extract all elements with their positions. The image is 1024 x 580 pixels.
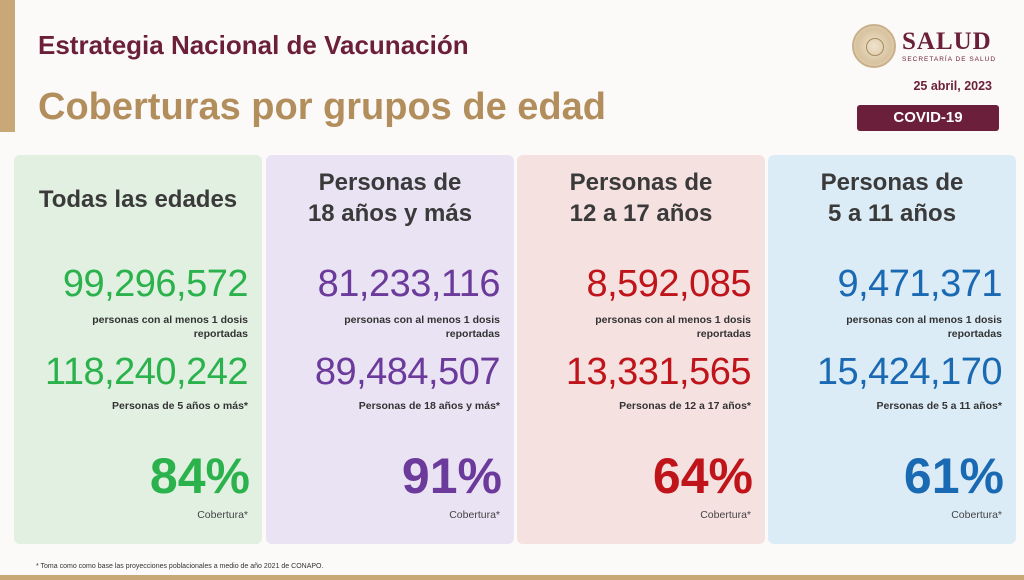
vaccinated-label: personas con al menos 1 dosis reportadas (344, 314, 500, 340)
population-count: 118,240,242 (45, 351, 249, 393)
coverage-percent: 61% (903, 448, 1004, 504)
card-heading-line2: 5 a 11 años (827, 200, 957, 227)
report-date: 25 abril, 2023 (913, 79, 992, 93)
seal-icon (852, 24, 896, 68)
salud-logo: SALUD SECRETARÍA DE SALUD (852, 24, 996, 68)
logo-name: SALUD (902, 28, 992, 55)
population-label: Personas de 12 a 17 años* (619, 400, 751, 412)
coverage-label: Cobertura* (197, 509, 248, 521)
card-12-17: Personas de 12 a 17 años 8,592,085 perso… (517, 155, 765, 544)
population-label: Personas de 18 años y más* (358, 400, 500, 412)
card-18-plus: Personas de 18 años y más 81,233,116 per… (266, 155, 514, 544)
vaccinated-label: personas con al menos 1 dosis reportadas (595, 314, 751, 340)
coverage-label: Cobertura* (700, 509, 751, 521)
population-count: 15,424,170 (816, 351, 1003, 393)
page-subtitle: Coberturas por grupos de edad (38, 86, 606, 128)
card-heading: Personas de (569, 169, 713, 196)
vaccinated-count: 9,471,371 (837, 263, 1002, 305)
vaccinated-count: 8,592,085 (586, 263, 751, 305)
coverage-percent: 91% (401, 448, 502, 504)
card-all-ages: Todas las edades 99,296,572 personas con… (14, 155, 262, 544)
vaccinated-count: 81,233,116 (317, 263, 501, 305)
decorative-bar (0, 0, 15, 132)
decorative-bottom-bar (0, 575, 1024, 580)
vaccinated-label: personas con al menos 1 dosis reportadas (846, 314, 1002, 340)
population-label: Personas de 5 años o más* (112, 400, 248, 412)
card-heading: Personas de (820, 169, 964, 196)
population-label: Personas de 5 a 11 años* (876, 400, 1003, 412)
footnote: * Toma como como base las proyecciones p… (36, 563, 324, 570)
card-heading-line2: 12 a 17 años (569, 200, 713, 227)
card-5-11: Personas de 5 a 11 años 9,471,371 person… (768, 155, 1016, 544)
page-title: Estrategia Nacional de Vacunación (38, 30, 469, 60)
card-heading: Personas de (318, 169, 462, 196)
coverage-percent: 84% (149, 448, 250, 504)
card-heading: Todas las edades (38, 186, 238, 213)
vaccinated-label: personas con al menos 1 dosis reportadas (92, 314, 248, 340)
coverage-label: Cobertura* (951, 509, 1002, 521)
logo-subtitle: SECRETARÍA DE SALUD (902, 56, 997, 63)
population-count: 89,484,507 (314, 351, 501, 393)
card-heading-line2: 18 años y más (307, 200, 473, 227)
coverage-percent: 64% (652, 448, 753, 504)
population-count: 13,331,565 (565, 351, 752, 393)
vaccinated-count: 99,296,572 (62, 263, 249, 305)
covid-badge: COVID-19 (857, 105, 999, 131)
coverage-label: Cobertura* (449, 509, 500, 521)
